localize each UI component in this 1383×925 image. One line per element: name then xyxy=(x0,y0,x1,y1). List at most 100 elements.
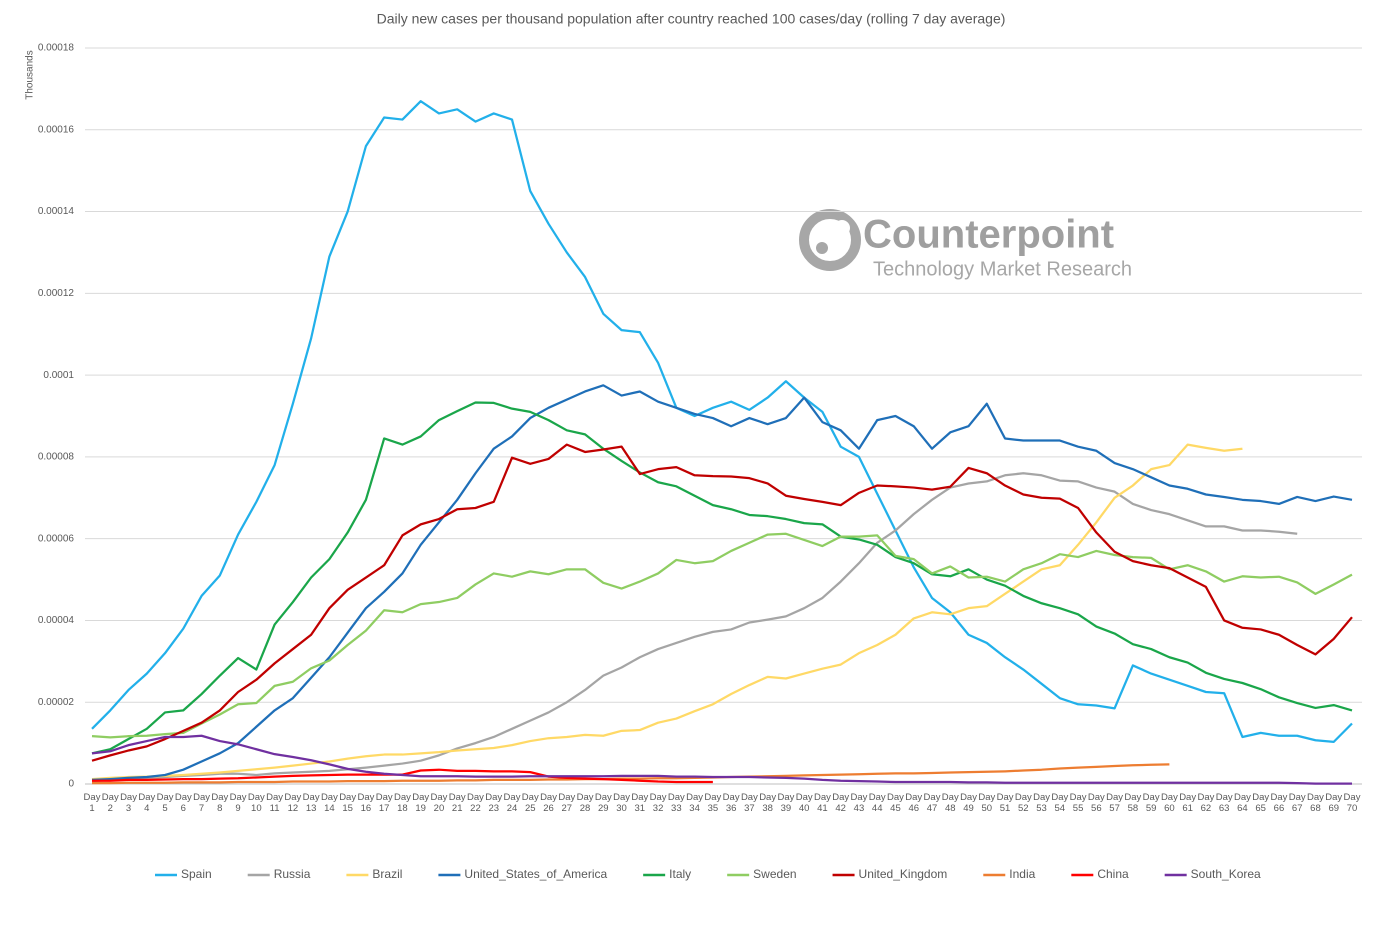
chart-title: Daily new cases per thousand population … xyxy=(377,11,1006,27)
x-tick-label: Day 13 xyxy=(302,792,320,814)
x-tick-label: Day 57 xyxy=(1106,792,1124,814)
x-tick-label: Day 43 xyxy=(850,792,868,814)
watermark-tagline: Technology Market Research xyxy=(873,258,1132,280)
x-tick-label: Day 54 xyxy=(1051,792,1069,814)
x-tick-label: Day 52 xyxy=(1014,792,1032,814)
y-tick-label: 0.00008 xyxy=(38,452,75,463)
y-tick-label: 0.0001 xyxy=(43,370,74,381)
series-line xyxy=(91,532,1353,739)
x-tick-label: Day 44 xyxy=(868,792,886,814)
legend-label: Italy xyxy=(669,867,691,881)
x-tick-label: Day 7 xyxy=(193,792,211,814)
x-tick-label: Day 1 xyxy=(83,792,101,814)
x-tick-label: Day 29 xyxy=(594,792,612,814)
x-tick-label: Day 5 xyxy=(156,792,174,814)
legend-label: United_Kingdom xyxy=(859,867,948,881)
x-tick-label: Day 38 xyxy=(759,792,777,814)
x-tick-label: Day 22 xyxy=(467,792,484,814)
x-tick-label: Day 53 xyxy=(1033,792,1051,814)
x-tick-label: Day 14 xyxy=(320,792,338,814)
y-tick-label: 0 xyxy=(68,779,74,790)
y-tick-label: 0.00018 xyxy=(38,43,75,54)
x-tick-label: Day 6 xyxy=(174,792,192,814)
series-line xyxy=(91,401,1353,755)
x-tick-label: Day 46 xyxy=(905,792,923,814)
x-tick-label: Day 63 xyxy=(1215,792,1233,814)
x-tick-label: Day 12 xyxy=(284,792,302,814)
watermark-brand: Counterpoint xyxy=(863,213,1114,257)
legend-label: Spain xyxy=(181,867,212,881)
x-tick-label: Day 16 xyxy=(357,792,375,814)
x-tick-label: Day 34 xyxy=(686,792,704,814)
legend-label: South_Korea xyxy=(1191,867,1261,881)
x-tick-label: Day 9 xyxy=(229,792,247,814)
x-tick-label: Day 45 xyxy=(887,792,904,814)
x-tick-label: Day 30 xyxy=(613,792,631,814)
x-tick-label: Day 2 xyxy=(101,792,119,814)
x-tick-label: Day 32 xyxy=(649,792,667,814)
x-tick-label: Day 60 xyxy=(1160,792,1178,814)
x-tick-label: Day 39 xyxy=(777,792,795,814)
x-tick-label: Day 40 xyxy=(795,792,813,814)
x-tick-label: Day 56 xyxy=(1087,792,1105,814)
x-tick-label: Day 23 xyxy=(485,792,503,814)
x-tick-label: Day 66 xyxy=(1270,792,1288,814)
logo-dot xyxy=(834,220,850,236)
x-tick-label: Day 48 xyxy=(941,792,959,814)
series-line xyxy=(91,384,1353,782)
x-tick-label: Day 19 xyxy=(412,792,430,814)
x-tick-label: Day 41 xyxy=(813,792,831,814)
x-tick-label: Day 17 xyxy=(375,792,393,814)
x-tick-label: Day 70 xyxy=(1343,792,1361,814)
x-tick-label: Day 36 xyxy=(722,792,740,814)
y-axis-label: Thousands xyxy=(25,50,36,99)
legend-label: Sweden xyxy=(753,867,796,881)
x-tick-label: Day 21 xyxy=(448,792,466,814)
x-tick-label: Day 61 xyxy=(1179,792,1197,814)
x-tick-label: Day 55 xyxy=(1069,792,1087,814)
grid xyxy=(85,47,1362,785)
legend-label: United_States_of_America xyxy=(464,867,607,881)
x-tick-label: Day 59 xyxy=(1142,792,1160,814)
x-tick-label: Day 51 xyxy=(996,792,1014,814)
x-tick-label: Day 24 xyxy=(503,792,521,814)
x-tick-label: Day 28 xyxy=(576,792,594,814)
x-tick-label: Day 35 xyxy=(704,792,722,814)
legend-label: India xyxy=(1009,867,1035,881)
x-tick-label: Day 25 xyxy=(521,792,539,814)
series-line xyxy=(91,734,1352,785)
x-tick-label: Day 18 xyxy=(393,792,411,814)
series-line xyxy=(91,443,1353,762)
y-tick-label: 0.00006 xyxy=(38,533,75,544)
x-tick-label: Day 15 xyxy=(339,792,357,814)
legend-label: Russia xyxy=(274,867,311,881)
x-tick-label: Day 4 xyxy=(138,792,156,814)
x-tick-label: Day 8 xyxy=(211,792,229,814)
x-tick-label: Day 10 xyxy=(247,792,265,814)
watermark: Counterpoint Technology Market Research xyxy=(799,209,1132,280)
y-tick-label: 0.00014 xyxy=(38,206,75,217)
legend-label: China xyxy=(1097,867,1129,881)
x-tick-label: Day 47 xyxy=(923,792,941,814)
x-tick-label: Day 31 xyxy=(631,792,649,814)
x-tick-label: Day 37 xyxy=(740,792,758,814)
x-tick-label: Day 64 xyxy=(1233,792,1251,814)
logo-ring xyxy=(799,209,861,271)
x-tick-label: Day 58 xyxy=(1124,792,1142,814)
x-tick-label: Day 20 xyxy=(430,792,448,814)
series-line xyxy=(91,443,1243,781)
x-tick-label: Day 50 xyxy=(978,792,996,814)
x-tick-label: Day 69 xyxy=(1325,792,1343,814)
series-line xyxy=(92,763,1170,785)
series-line xyxy=(91,472,1298,783)
x-tick-label: Day 26 xyxy=(540,792,557,814)
x-tick-label: Day 3 xyxy=(120,792,137,814)
legend-label: Brazil xyxy=(372,867,402,881)
logo-core xyxy=(816,242,828,254)
series-line xyxy=(91,100,1353,744)
x-tick-label: Day 27 xyxy=(558,792,576,814)
x-tick-label: Day 42 xyxy=(832,792,850,814)
x-tick-label: Day 33 xyxy=(667,792,685,814)
x-tick-label: Day 65 xyxy=(1252,792,1270,814)
